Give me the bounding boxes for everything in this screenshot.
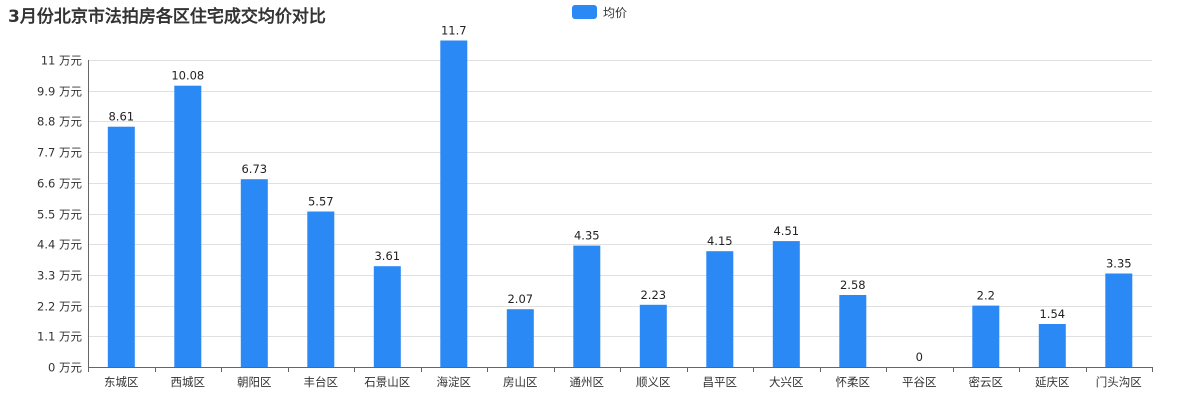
data-label: 4.15 [707,234,733,248]
bar [373,266,401,367]
bar [1105,273,1133,367]
data-label: 3.35 [1106,257,1132,271]
data-label: 8.61 [108,110,134,124]
x-tick-label: 海淀区 [437,375,472,389]
legend-label: 均价 [603,5,628,20]
data-label: 6.73 [241,162,267,176]
y-tick-label: 9.9 万元 [37,85,82,99]
y-tick-label: 7.7 万元 [37,146,82,160]
y-tick-label: 4.4 万元 [37,238,82,252]
bar [972,305,1000,367]
x-tick-label: 怀柔区 [836,375,871,389]
bar [772,241,800,367]
data-label: 2.07 [507,292,533,306]
bar [639,304,667,367]
x-tick-label: 平谷区 [902,375,937,389]
x-tick-label: 房山区 [503,375,538,389]
x-tick-label: 密云区 [969,375,1004,389]
data-label: 4.51 [773,224,799,238]
data-label: 4.35 [574,229,600,243]
bar [839,295,867,367]
data-label: 5.57 [308,195,334,209]
x-tick-label: 丰台区 [304,375,339,389]
bar [174,85,202,367]
bar [506,309,534,367]
x-tick-label: 石景山区 [364,375,410,389]
data-label: 10.08 [171,69,204,83]
bar [706,251,734,367]
data-label: 2.58 [840,278,866,292]
x-tick-label: 门头沟区 [1096,375,1142,389]
y-tick-label: 0 万元 [48,361,82,375]
bar [107,126,135,367]
chart-title: 3月份北京市法拍房各区住宅成交均价对比 [8,7,326,27]
y-tick-label: 11 万元 [41,54,83,68]
x-tick-label: 西城区 [171,375,206,389]
bar [1038,324,1066,367]
x-tick-label: 朝阳区 [237,375,272,389]
data-label: 1.54 [1039,307,1065,321]
bar [240,179,268,367]
bar [573,245,601,367]
legend-swatch [572,5,597,19]
data-label: 2.2 [977,289,995,303]
bar [440,40,468,367]
y-tick-label: 2.2 万元 [37,300,82,314]
data-label: 2.23 [640,288,666,302]
bar [307,211,335,367]
x-tick-label: 东城区 [104,375,139,389]
y-tick-label: 1.1 万元 [37,330,82,344]
x-tick-label: 昌平区 [703,375,738,389]
data-label: 0 [916,350,923,364]
x-tick-label: 大兴区 [769,375,804,389]
data-label: 3.61 [374,249,400,263]
y-tick-label: 8.8 万元 [37,115,82,129]
x-tick-label: 延庆区 [1035,375,1070,389]
x-tick-label: 通州区 [570,375,605,389]
legend[interactable]: 均价 [572,4,627,20]
y-tick-label: 3.3 万元 [37,269,82,283]
y-tick-label: 6.6 万元 [37,177,82,191]
y-tick-label: 5.5 万元 [37,208,82,222]
x-tick-label: 顺义区 [636,375,671,389]
data-label: 11.7 [441,24,467,38]
